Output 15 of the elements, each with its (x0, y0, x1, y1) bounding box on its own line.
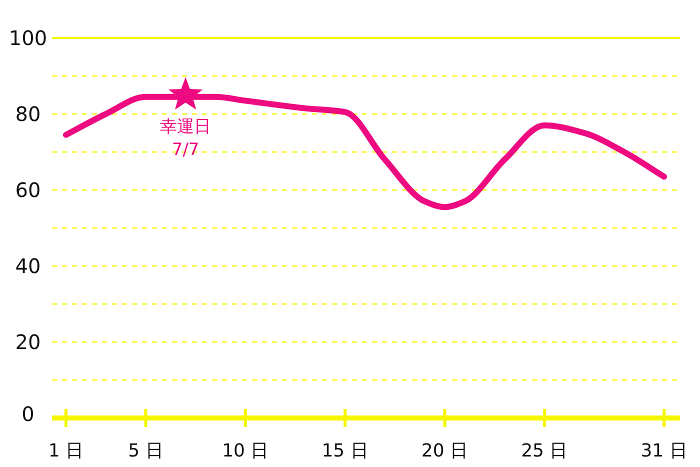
y-tick-label: 40 (15, 254, 41, 278)
x-tick-label: 1 日 (48, 440, 84, 462)
x-tick-label: 10 日 (222, 440, 269, 462)
x-tick-label: 15 日 (322, 440, 368, 462)
y-tick-label: 0 (22, 402, 34, 426)
x-tick-label: 5 日 (128, 440, 164, 462)
y-tick-label: 80 (15, 102, 41, 126)
x-tick-label: 25 日 (521, 440, 568, 462)
y-tick-label: 60 (15, 178, 41, 202)
annotation: 幸運日 7/7 (160, 117, 212, 160)
y-tick-label: 20 (15, 330, 41, 354)
y-tick-label: 100 (8, 26, 48, 50)
x-tick-label: 20 日 (421, 440, 468, 462)
x-tick-label: 31 日 (640, 440, 688, 462)
annotation: 幸運日 7/7 (160, 77, 212, 160)
